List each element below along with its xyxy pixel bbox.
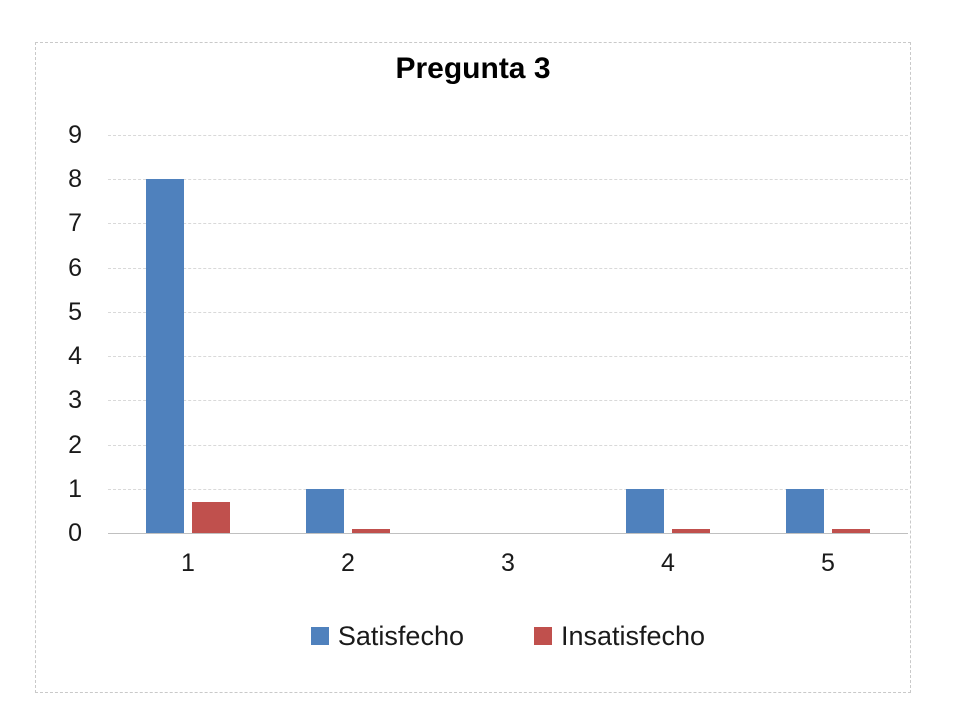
gridline [108,223,908,225]
plot-area [108,135,908,534]
bar-insatisfecho-cat1 [192,502,230,533]
bar-satisfecho-cat1 [146,179,184,533]
y-tick-label: 8 [68,165,82,194]
y-tick-label: 4 [68,342,82,371]
gridline [108,311,908,313]
x-tick-label: 5 [821,549,835,577]
chart-title: Pregunta 3 [395,52,551,85]
y-tick-label: 0 [68,519,82,547]
legend-item-satisfecho: Satisfecho [310,620,464,652]
gridline [108,444,908,446]
gridline [108,400,908,402]
legend-swatch-icon [533,627,552,645]
legend-label: Insatisfecho [560,621,706,651]
gridline [108,356,908,358]
legend: Satisfecho Insatisfecho [108,620,908,652]
y-tick-label: 9 [68,121,82,149]
y-tick-label: 3 [68,386,82,415]
legend-label: Satisfecho [337,621,464,651]
x-tick-label: 4 [661,549,675,577]
gridline [108,267,908,269]
gridline [108,135,908,136]
x-axis-line [108,533,908,534]
legend-item-insatisfecho: Insatisfecho [533,620,706,652]
y-tick-label: 1 [68,474,82,503]
x-tick-label: 1 [181,549,195,577]
bar-insatisfecho-cat2 [352,528,390,533]
y-tick-label: 5 [68,297,82,326]
bar-satisfecho-cat5 [786,488,824,533]
bar-satisfecho-cat2 [306,488,344,533]
bar-insatisfecho-cat4 [672,528,710,533]
y-tick-label: 6 [68,253,82,282]
bar-satisfecho-cat4 [626,488,664,533]
gridline [108,179,908,181]
legend-swatch-icon [310,627,329,645]
x-tick-label: 2 [341,549,355,577]
bar-insatisfecho-cat5 [832,528,870,533]
gridline [108,488,908,490]
x-tick-label: 3 [501,549,515,577]
y-tick-label: 2 [68,430,82,459]
y-tick-label: 7 [68,209,82,238]
